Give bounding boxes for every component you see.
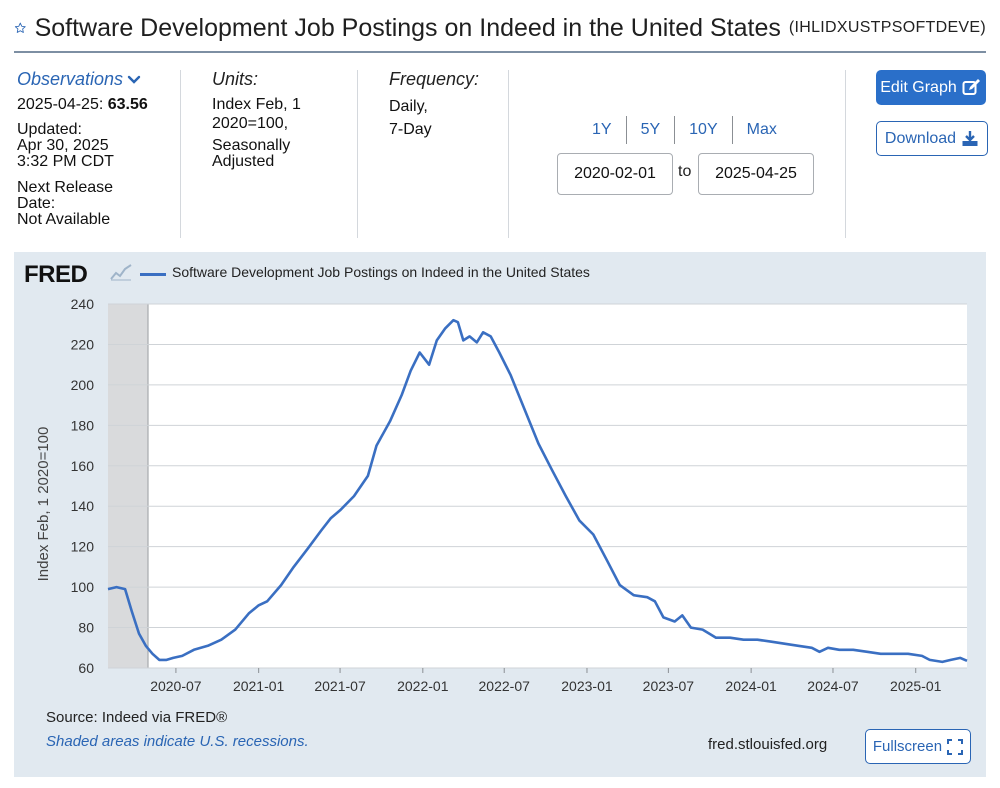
fullscreen-label: Fullscreen — [872, 738, 943, 755]
column-divider — [357, 70, 358, 238]
x-tick-label: 2020-07 — [150, 678, 202, 694]
recession-shade — [108, 304, 149, 668]
observations-label: Observations — [17, 69, 124, 89]
units-line-3: Seasonally — [212, 137, 291, 154]
y-tick-label: 220 — [71, 336, 95, 352]
updated-label: Updated: — [17, 121, 82, 138]
next-release-value: Not Available — [17, 211, 111, 228]
page-title: Software Development Job Postings on Ind… — [34, 13, 781, 42]
y-tick-label: 200 — [71, 377, 95, 393]
fullscreen-button[interactable]: Fullscreen — [865, 729, 971, 764]
x-tick-label: 2025-01 — [890, 678, 942, 694]
y-axis-title: Index Feb, 1 2020=100 — [35, 427, 52, 582]
frequency-line-1: Daily, — [389, 98, 428, 115]
edit-icon — [962, 78, 980, 95]
y-tick-label: 160 — [71, 458, 95, 474]
x-tick-label: 2022-07 — [479, 678, 531, 694]
updated-time: 3:32 PM CDT — [17, 153, 114, 170]
plot-area — [108, 304, 967, 668]
fred-logo-chart-icon — [110, 264, 132, 281]
y-tick-label: 120 — [71, 539, 95, 555]
series-id: (IHLIDXUSTPSOFTDEVE) — [788, 19, 986, 36]
observations-dropdown[interactable]: Observations — [17, 70, 148, 89]
x-tick-label: 2023-07 — [643, 678, 695, 694]
column-divider — [180, 70, 181, 238]
units-line-4: Adjusted — [212, 153, 275, 170]
date-range-to: to — [678, 163, 692, 180]
updated-date: Apr 30, 2025 — [17, 137, 109, 154]
x-tick-label: 2024-07 — [807, 678, 859, 694]
fred-logo: FRED — [24, 261, 88, 288]
y-tick-label: 60 — [78, 660, 94, 676]
x-tick-label: 2022-01 — [397, 678, 449, 694]
edit-graph-button[interactable]: Edit Graph — [876, 70, 986, 105]
range-10y[interactable]: 10Y — [689, 121, 718, 138]
x-tick-label: 2021-01 — [233, 678, 285, 694]
start-date-input[interactable]: 2020-02-01 — [557, 153, 673, 195]
source-text: Source: Indeed via FRED® — [46, 709, 228, 726]
next-release-label: Next Release — [17, 179, 114, 196]
units-block: Units: Index Feb, 1 2020=100, Seasonally… — [212, 70, 301, 170]
fred-url[interactable]: fred.stlouisfed.org — [708, 736, 828, 753]
download-button[interactable]: Download — [876, 121, 988, 156]
series-line — [107, 318, 968, 664]
chart-panel: FRED Software Development Job Postings o… — [14, 252, 986, 777]
fullscreen-icon — [947, 738, 964, 755]
star-icon[interactable] — [14, 14, 27, 42]
range-max[interactable]: Max — [746, 121, 777, 138]
x-tick-label: 2023-01 — [561, 678, 613, 694]
title-row: Software Development Job Postings on Ind… — [14, 8, 986, 48]
range-divider — [731, 116, 733, 144]
range-5y[interactable]: 5Y — [640, 121, 661, 138]
units-line-1: Index Feb, 1 — [212, 96, 301, 113]
units-heading: Units: — [212, 69, 259, 89]
y-tick-label: 180 — [71, 417, 95, 433]
x-tick-label: 2021-07 — [314, 678, 366, 694]
chart-legend: Software Development Job Postings on Ind… — [172, 264, 590, 280]
download-icon — [962, 130, 978, 146]
y-tick-label: 100 — [71, 579, 95, 595]
frequency-heading: Frequency: — [389, 69, 480, 89]
x-tick-label: 2024-01 — [725, 678, 777, 694]
end-date-input[interactable]: 2025-04-25 — [698, 153, 814, 195]
frequency-line-2: 7-Day — [389, 121, 432, 138]
frequency-block: Frequency: Daily, 7-Day — [389, 70, 479, 141]
legend-swatch — [140, 273, 166, 276]
download-label: Download — [884, 129, 957, 147]
latest-date: 2025-04-25: — [17, 96, 104, 113]
y-tick-label: 80 — [78, 620, 94, 636]
edit-graph-label: Edit Graph — [880, 78, 957, 96]
chart-svg: 60 80 100 120 140 160 180 200 220 240 2020-07 2021-… — [35, 296, 968, 694]
latest-value: 63.56 — [107, 96, 148, 113]
y-tick-label: 240 — [71, 296, 95, 312]
title-divider — [14, 51, 986, 53]
column-divider — [845, 70, 846, 238]
y-tick-label: 140 — [71, 498, 95, 514]
units-line-2: 2020=100, — [212, 115, 289, 132]
recession-note[interactable]: Shaded areas indicate U.S. recessions. — [46, 733, 309, 750]
observations-block: Observations 2025-04-25: 63.56 Updated: … — [17, 70, 148, 228]
range-links: 1Y 5Y 10Y Max — [578, 116, 791, 144]
chevron-down-icon — [127, 75, 141, 84]
next-release-label-2: Date: — [17, 195, 56, 212]
range-divider — [625, 116, 627, 144]
range-1y[interactable]: 1Y — [592, 121, 612, 138]
range-divider — [674, 116, 676, 144]
column-divider — [508, 70, 509, 238]
